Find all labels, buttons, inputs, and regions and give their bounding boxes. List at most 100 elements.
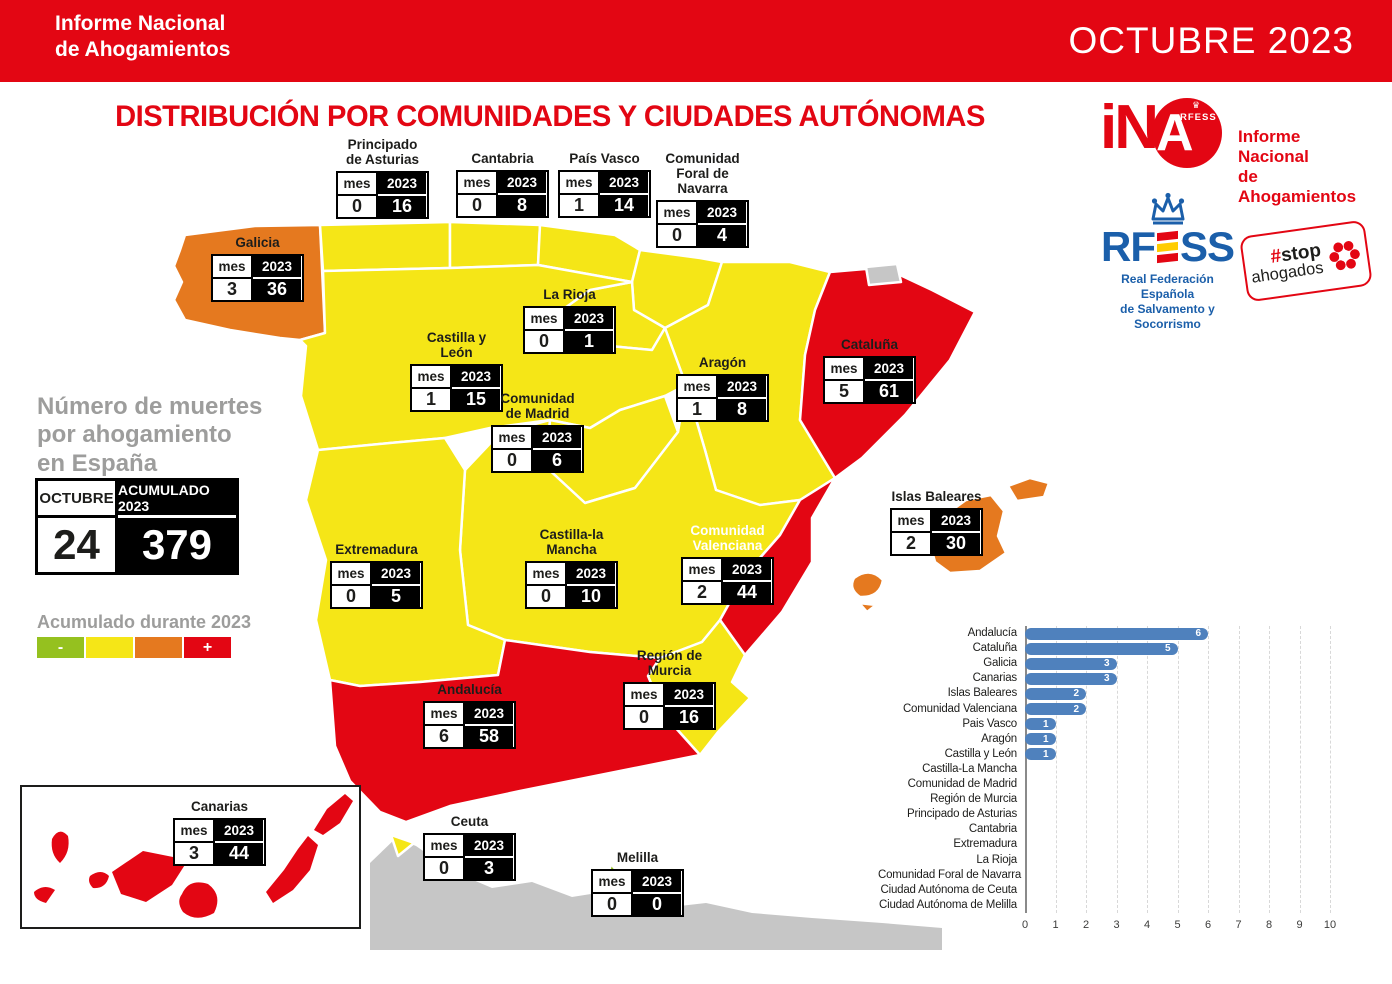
chart-tick-label: 4 [1143,918,1151,931]
chart-bar: 3 [1025,657,1117,670]
map-region-menorca [1006,476,1050,503]
region-data-grid: mes 2023 0 16 [336,170,429,219]
rfess-caption: Real Federación Española de Salvamento y… [1120,272,1215,331]
chart-category-label: Aragón [981,732,1017,745]
chart-row: Andalucía 6 [878,626,1368,641]
chart-gridline [1177,626,1179,913]
chart-bar-value: 1 [1042,718,1049,730]
chart-gridline [1269,626,1270,913]
region-table-madrid: Comunidad de Madrid mes 2023 0 6 [491,391,584,473]
chart-bar-value: 5 [1164,643,1171,655]
region-label: Región de Murcia [636,648,703,678]
chart-bar: 6 [1025,627,1208,640]
chart-tick-label: 3 [1113,918,1120,931]
region-table-valenciana: Comunidad Valenciana mes 2023 2 44 [681,523,774,605]
region-table-cantabria: Cantabria mes 2023 0 8 [456,151,549,218]
chart-category-label: La Rioja [976,853,1017,866]
region-table-pais-vasco: País Vasco mes 2023 1 14 [558,151,651,218]
brand-title: Informe Nacional de Ahogamientos [55,12,231,61]
chart-tick-label: 9 [1296,918,1303,931]
region-label: Islas Baleares [891,489,982,504]
chart-bar-value: 2 [1073,688,1079,700]
chart-gridline [1330,626,1331,913]
chart-bar-value: 2 [1073,703,1079,715]
page-title: DISTRIBUCIÓN POR COMUNIDADES Y CIUDADES … [115,100,985,133]
chart-bar: 2 [1025,687,1086,700]
region-label: Cataluña [840,337,898,352]
chart-row: Castilla y León 1 [878,747,1368,762]
chart-tick-label: 1 [1052,918,1059,931]
region-table-canarias: Canarias mes 2023 3 44 [173,799,266,866]
chart-bar-value: 6 [1195,628,1201,639]
region-label: País Vasco [569,151,640,166]
chart-row: Cantabria [878,822,1368,837]
chart-y-axis [1025,626,1027,913]
region-label: Cantabria [471,151,534,166]
chart-category-label: Islas Baleares [947,687,1018,700]
canarias-islands-map [34,794,353,918]
region-table-andalucia: Andalucía mes 2023 6 58 [423,682,516,749]
header-band: Informe Nacional de Ahogamientos OCTUBRE… [0,0,1392,82]
region-table-la-rioja: La Rioja mes 2023 0 1 [523,287,616,354]
chart-category-label: Galicia [983,657,1017,670]
region-table-baleares: Islas Baleares mes 2023 2 30 [890,489,983,556]
region-label: Comunidad Valenciana [690,523,765,553]
stop-ahogados-text: #stop ahogados [1248,240,1324,287]
map-region-valenciana [718,476,837,657]
chart-gridline [1086,626,1087,913]
region-data-grid: mes 2023 0 8 [456,169,549,218]
chart-row: Comunidad Foral de Navarra [878,868,1368,883]
region-data-grid: mes 2023 1 15 [410,363,503,412]
ina-logo-text: iN [1100,93,1159,162]
island-fuerteventura [266,836,318,903]
chart-row: Extremadura [878,837,1368,852]
chart-tick-label: 10 [1323,918,1337,931]
region-table-extremadura: Extremadura mes 2023 0 5 [330,542,423,609]
chart-row: Canarias 3 [878,671,1368,686]
summary-acc-value: 379 [118,518,236,572]
chart-tick-label: 0 [1021,918,1029,931]
region-table-asturias: Principado de Asturias mes 2023 0 16 [336,137,429,219]
summary-month-value: 24 [38,518,118,572]
map-region-cantabria [448,220,542,270]
chart-row: Castilla-La Mancha [878,762,1368,777]
chart-bar-value: 3 [1103,658,1110,670]
chart-row: Comunidad de Madrid [878,777,1368,792]
ina-logo-circle [1152,98,1222,168]
map-region-ibiza [850,571,885,599]
region-data-grid: mes 2023 0 10 [525,560,618,609]
legend-swatch-green: - [37,637,84,658]
region-data-grid: mes 2023 1 8 [676,373,769,422]
legend-swatch-red: + [184,637,231,658]
region-table-castilla-y-leon: Castilla y León mes 2023 1 15 [410,330,503,412]
chart-category-label: Comunidad Valenciana [902,702,1017,715]
region-label: Castilla y León [426,330,487,360]
chart-tick-label: 7 [1235,918,1242,931]
region-label: Galicia [235,235,280,250]
chart-tick-label: 8 [1265,918,1273,931]
region-data-grid: mes 2023 0 5 [330,560,423,609]
chart-category-label: Canarias [972,672,1018,685]
chart-bar: 1 [1025,718,1056,731]
region-data-grid: mes 2023 2 30 [890,507,983,556]
chart-category-label: Cataluña [972,642,1018,655]
region-label: Ceuta [450,814,489,829]
legend-title: Acumulado durante 2023 [37,612,252,632]
chart-row: Región de Murcia [878,792,1368,807]
chart-category-label: Castilla y León [944,747,1018,760]
chart-gridline [1116,626,1118,913]
chart-row: Comunidad Valenciana 2 [878,702,1368,717]
region-data-grid: mes 2023 6 58 [423,700,516,749]
region-data-grid: mes 2023 0 1 [523,305,616,354]
island-tenerife [112,851,188,902]
chart-gridline [1208,626,1209,913]
chart-category-label: Comunidad de Madrid [907,778,1018,790]
chart-bar: 3 [1025,672,1117,685]
chart-category-label: Cantabria [968,823,1017,836]
rfess-logo: RF SS Real Federación Española de Salvam… [1095,192,1240,332]
region-data-grid: mes 2023 0 3 [423,832,516,881]
chart-row: Pais Vasco 1 [878,717,1368,732]
region-data-grid: mes 2023 3 36 [211,253,304,302]
region-data-grid: mes 2023 5 61 [823,355,916,404]
summary-table: OCTUBRE ACUMULADO 2023 24 379 [35,478,239,575]
